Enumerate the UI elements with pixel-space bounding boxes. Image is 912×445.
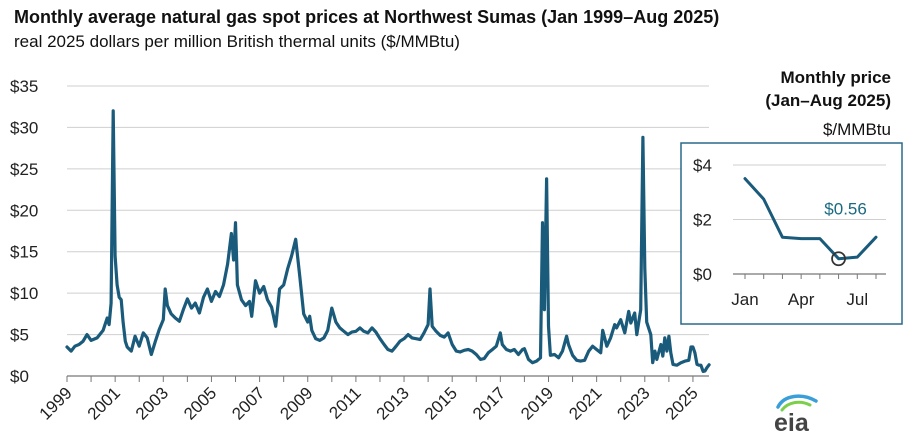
y-tick-label: $0	[10, 367, 29, 386]
x-tick-label: 2005	[180, 383, 220, 423]
x-tick-label: 2019	[517, 383, 557, 423]
inset-series-line	[743, 177, 878, 261]
y-tick-label: $25	[10, 160, 38, 179]
x-tick-label: 2017	[469, 383, 509, 423]
y-tick-label: $20	[10, 201, 38, 220]
inset-unit-label: $/MMBtu	[823, 120, 891, 139]
inset-title-line: (Jan–Aug 2025)	[765, 91, 891, 110]
x-tick-label: 2009	[276, 383, 316, 423]
series-line-price	[65, 109, 711, 373]
eia-logo-text: eia	[774, 409, 810, 435]
x-tick-label: 2011	[325, 383, 364, 422]
inset-title-line: Monthly price	[780, 68, 891, 87]
eia-logo-icon: eia	[774, 394, 818, 435]
chart-title: Monthly average natural gas spot prices …	[14, 7, 720, 27]
inset-y-tick-label: $0	[693, 265, 712, 284]
inset-y-tick-label: $4	[693, 156, 712, 175]
x-tick-label: 2025	[662, 383, 702, 423]
inset-x-tick-label: Jan	[731, 290, 758, 309]
y-tick-label: $35	[10, 77, 38, 96]
x-tick-label: 2021	[565, 383, 605, 423]
inset-annotation-label: $0.56	[824, 200, 867, 219]
inset-annotation-marker	[831, 251, 846, 267]
y-tick-label: $15	[10, 243, 38, 262]
x-tick-label: 2023	[613, 383, 653, 423]
inset-frame	[680, 142, 903, 325]
chart-subtitle: real 2025 dollars per million British th…	[14, 32, 460, 51]
x-tick-label: 1999	[36, 383, 76, 423]
y-tick-label: $5	[10, 326, 29, 345]
x-tick-label: 2015	[421, 383, 461, 423]
x-tick-label: 2007	[228, 383, 268, 423]
y-tick-label: $10	[10, 284, 38, 303]
inset-x-tick-label: Jul	[846, 290, 868, 309]
x-tick-label: 2013	[373, 383, 413, 423]
x-tick-label: 2001	[84, 383, 124, 423]
inset-x-tick-label: Apr	[788, 290, 815, 309]
y-tick-label: $30	[10, 118, 38, 137]
inset-y-tick-label: $2	[693, 211, 712, 230]
x-tick-label: 2003	[132, 383, 172, 423]
